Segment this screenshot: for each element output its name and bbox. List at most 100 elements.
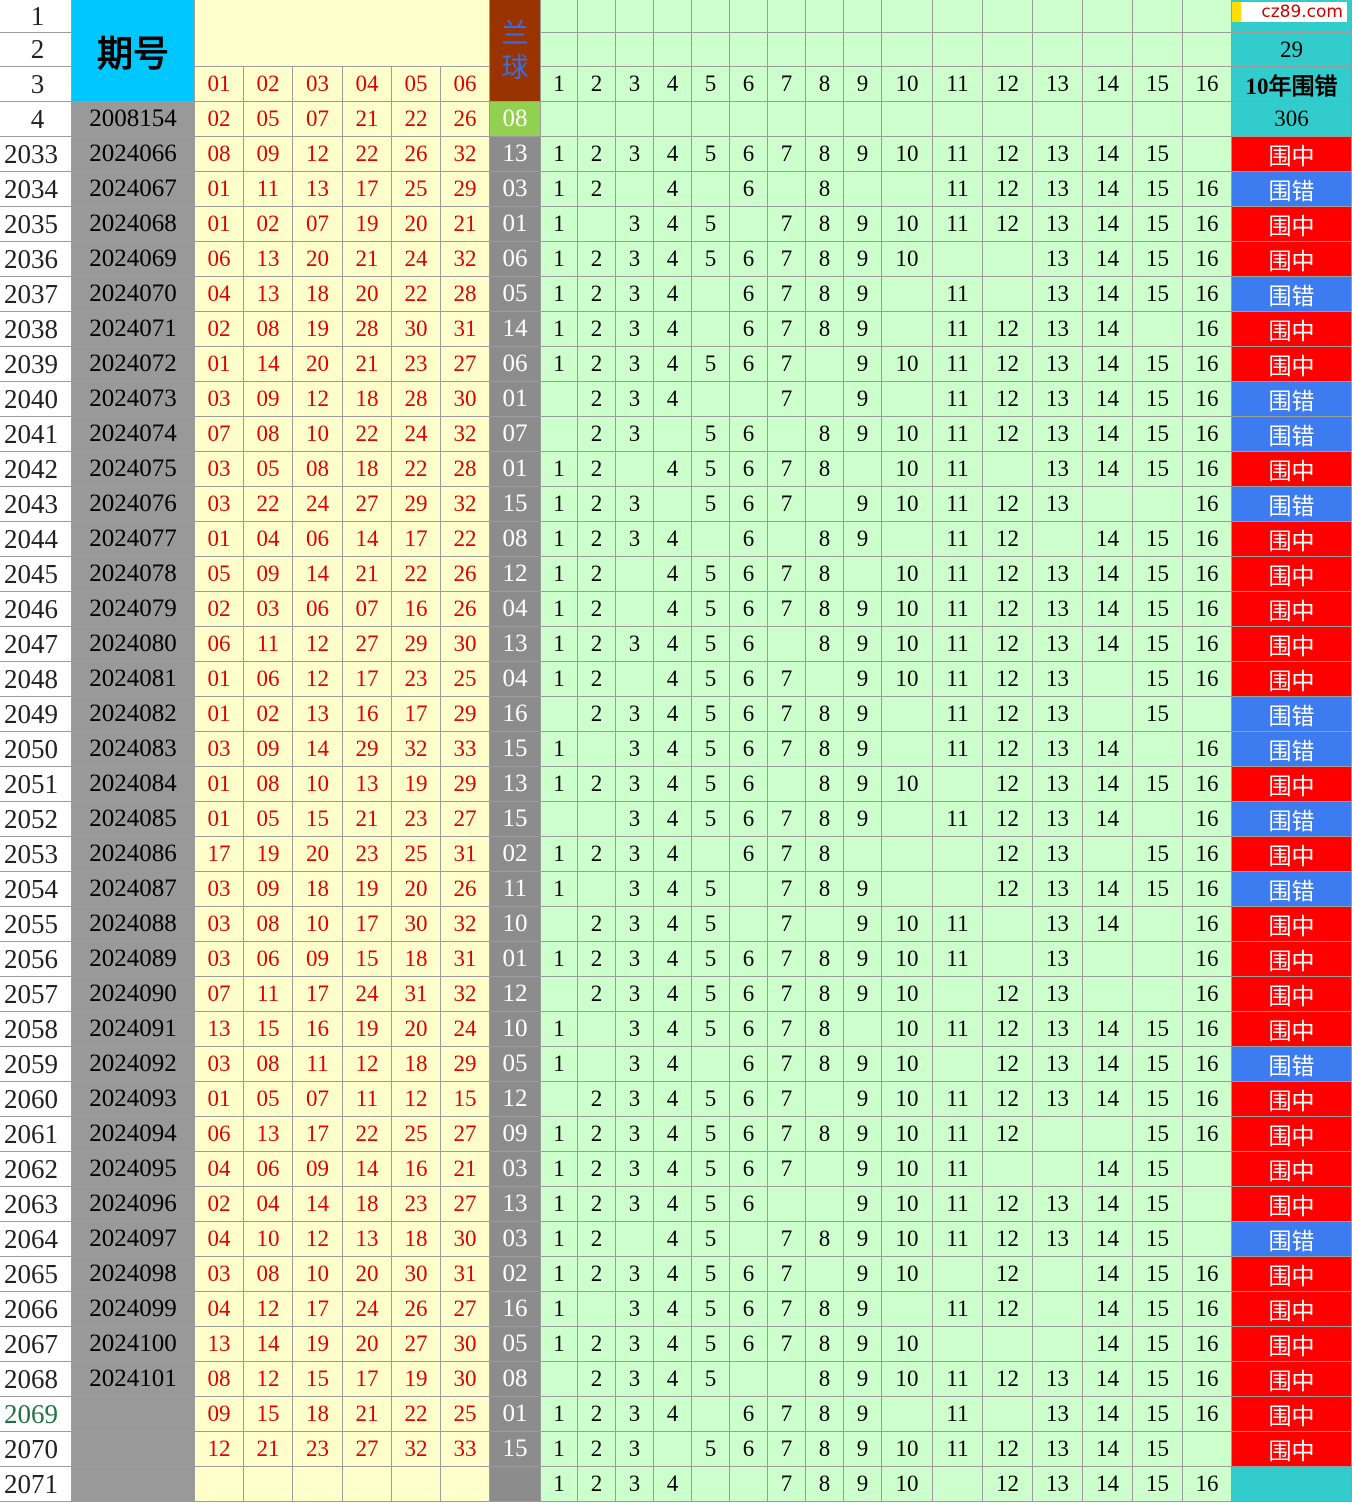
number-cell: 2 [578,1257,616,1292]
number-cell: 9 [844,1152,882,1187]
red-ball: 05 [244,452,293,487]
red-ball [343,1467,392,1502]
number-header-blank [616,33,654,67]
red-ball: 04 [244,522,293,557]
result: 围错 [1232,872,1352,907]
number-header-blank [730,33,768,67]
number-cell: 16 [1183,242,1232,277]
number-cell: 14 [1083,1397,1133,1432]
number-cell: 16 [1183,1047,1232,1082]
number-cell [616,592,654,627]
number-column-label: 5 [692,67,730,102]
number-cell: 1 [541,1257,578,1292]
red-ball: 21 [343,242,392,277]
red-ball: 13 [244,277,293,312]
result: 围错 [1232,802,1352,837]
red-ball: 06 [293,522,343,557]
number-cell: 7 [768,137,806,172]
number-cell: 3 [616,522,654,557]
red-ball: 01 [195,802,244,837]
number-cell: 3 [616,1397,654,1432]
number-cell [1033,1327,1083,1362]
number-cell: 10 [882,347,933,382]
number-cell: 3 [616,1047,654,1082]
number-cell [541,1362,578,1397]
red-ball: 06 [195,627,244,662]
number-cell: 9 [844,242,882,277]
result: 围错 [1232,1047,1352,1082]
red-ball: 19 [343,1012,392,1047]
red-ball [244,1467,293,1502]
red-ball: 27 [441,1117,490,1152]
red-ball: 20 [343,1327,392,1362]
number-cell: 11 [933,802,983,837]
number-cell: 10 [882,627,933,662]
number-header-blank [933,0,983,33]
number-cell: 5 [692,907,730,942]
row-number: 2037 [0,277,72,312]
number-cell: 6 [730,697,768,732]
red-ball: 18 [392,1047,441,1082]
number-cell: 11 [933,1362,983,1397]
number-cell [692,172,730,207]
number-cell [730,207,768,242]
number-cell: 9 [844,1082,882,1117]
red-ball: 01 [195,207,244,242]
number-cell: 13 [1033,1082,1083,1117]
number-cell: 8 [806,277,844,312]
red-ball: 14 [293,1187,343,1222]
red-ball: 27 [441,802,490,837]
number-cell [692,522,730,557]
red-ball: 23 [392,347,441,382]
number-cell: 12 [983,417,1033,452]
number-cell: 8 [806,207,844,242]
red-ball: 12 [392,1082,441,1117]
red-ball: 18 [293,1397,343,1432]
red-ball: 15 [244,1012,293,1047]
number-cell: 6 [730,417,768,452]
period: 2024101 [72,1362,195,1397]
red-ball: 18 [343,1187,392,1222]
number-cell: 13 [1033,1012,1083,1047]
result: 围中 [1232,592,1352,627]
number-cell [882,382,933,417]
red-ball: 15 [244,1397,293,1432]
number-cell: 5 [692,662,730,697]
period: 2024071 [72,312,195,347]
red-ball: 05 [244,102,293,137]
row-number: 2064 [0,1222,72,1257]
blue-ball: 05 [490,277,541,312]
red-ball: 06 [244,1152,293,1187]
red-ball: 23 [293,1432,343,1467]
number-header-blank [654,33,692,67]
number-cell: 15 [1133,592,1183,627]
number-cell: 13 [1033,172,1083,207]
red-ball: 27 [343,627,392,662]
blue-ball: 12 [490,977,541,1012]
number-column-label: 9 [844,67,882,102]
number-cell: 2 [578,697,616,732]
result: 围中 [1232,1257,1352,1292]
period [72,1432,195,1467]
number-cell [616,102,654,137]
number-cell [983,242,1033,277]
number-cell [1133,977,1183,1012]
red-ball: 13 [343,1222,392,1257]
red-ball: 20 [293,242,343,277]
number-cell [1183,697,1232,732]
number-cell [806,347,844,382]
red-ball: 04 [195,1292,244,1327]
number-header-blank [1033,0,1083,33]
number-cell: 6 [730,627,768,662]
row-number: 2045 [0,557,72,592]
result: 围中 [1232,837,1352,872]
number-cell: 9 [844,697,882,732]
number-cell [882,102,933,137]
number-cell: 14 [1083,1467,1133,1502]
number-cell: 1 [541,1397,578,1432]
row-number: 2058 [0,1012,72,1047]
number-header-blank [541,0,578,33]
number-cell: 2 [578,1222,616,1257]
red-ball: 03 [195,487,244,522]
number-column-label: 11 [933,67,983,102]
